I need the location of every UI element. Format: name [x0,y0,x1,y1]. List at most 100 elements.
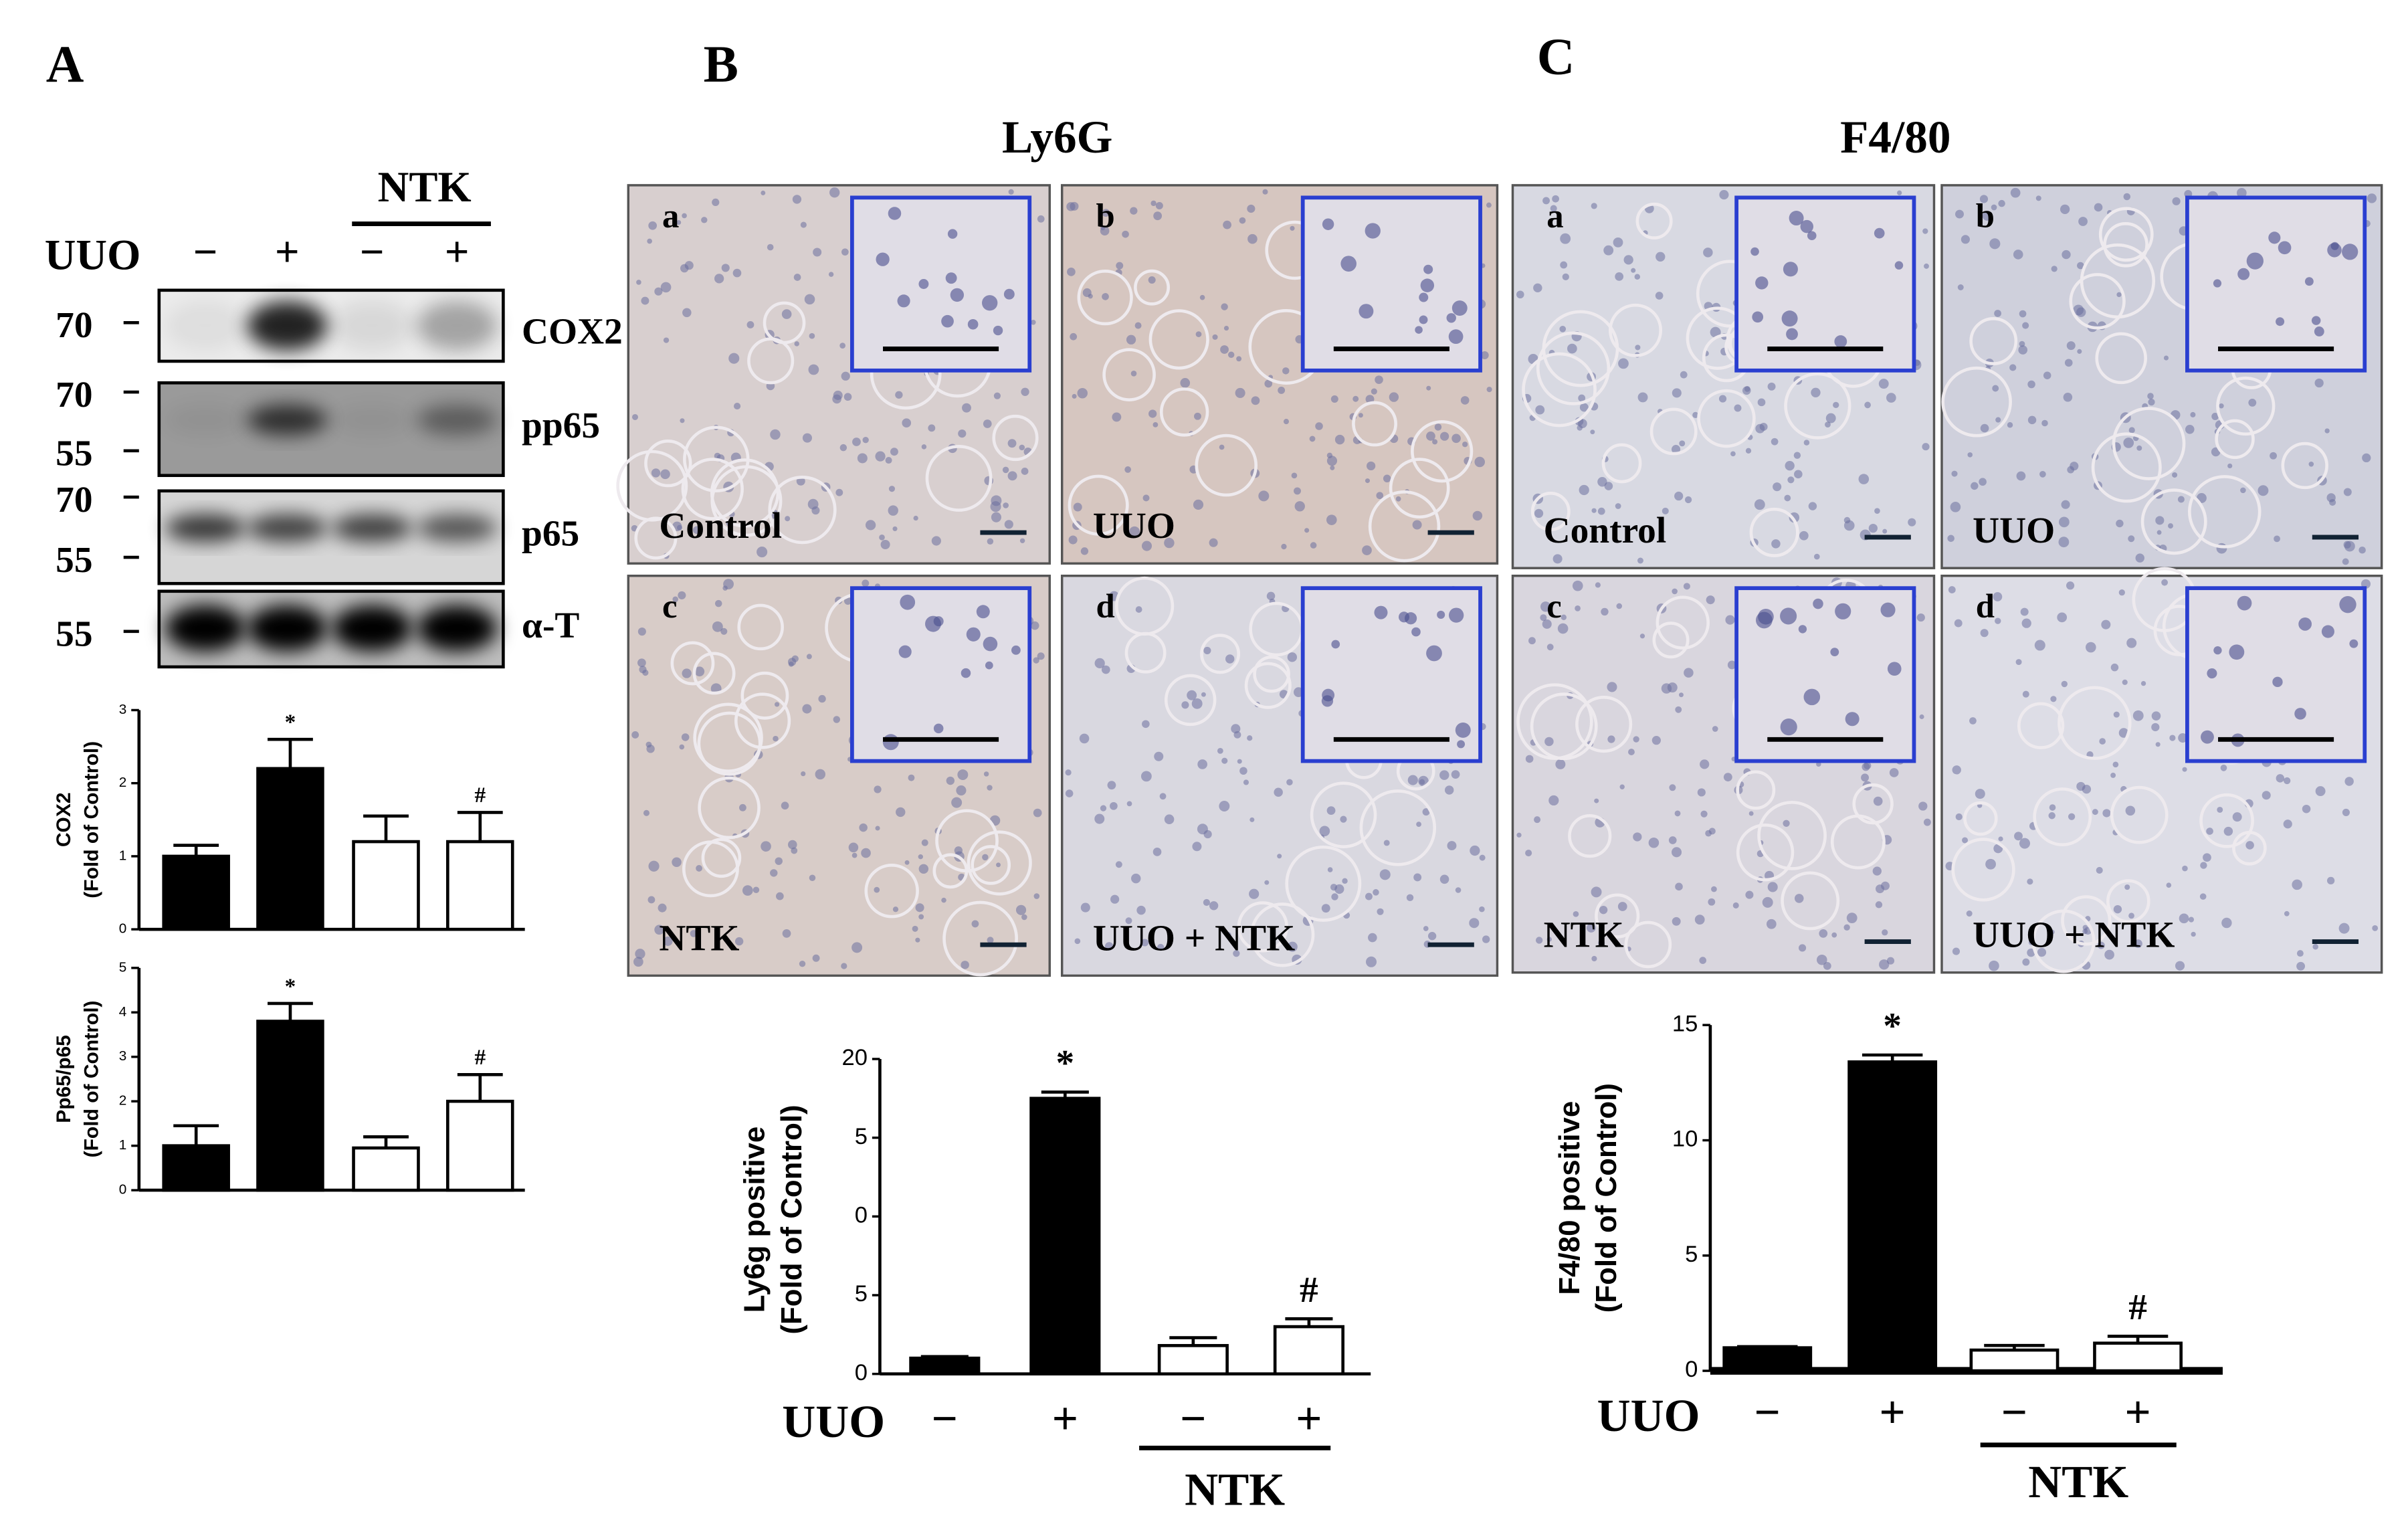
nucleus [1882,929,1888,936]
tubule [1359,789,1437,866]
tubule [1285,845,1362,922]
nucleus [982,854,989,861]
nucleus [1816,954,1827,965]
nucleus [2062,250,2071,260]
nucleus [1122,230,1129,238]
nucleus [1803,440,1810,446]
nucleus [1159,793,1167,800]
nucleus [991,495,1002,506]
nucleus [2185,425,2195,434]
tubule [1200,634,1241,674]
nucleus [799,960,806,967]
nucleus [1648,837,1660,848]
tubule [1624,921,1672,969]
nucleus [1922,228,1928,234]
tubule [1969,317,2018,365]
bar [1273,1325,1344,1376]
nucleus [1679,440,1686,447]
nucleus [742,885,753,896]
nucleus [761,190,766,195]
inset-nucleus [1874,227,1885,239]
nucleus [1281,543,1287,550]
nucleus [1995,417,2001,423]
inset-nucleus [925,615,941,632]
nucleus [1082,288,1092,297]
nucleus [1126,801,1132,807]
nucleus [1131,873,1141,884]
nucleus [1559,326,1567,332]
nucleus [957,769,969,781]
nucleus [1525,850,1532,857]
nucleus [1331,893,1338,900]
nucleus [1227,351,1235,359]
nucleus [1587,923,1596,933]
nucleus [1203,646,1211,655]
nucleus [1007,471,1017,481]
nucleus [636,280,641,285]
nucleus [1703,248,1713,258]
nucleus [1030,319,1036,325]
x-tick-label: + [1052,1392,1078,1444]
tubule [692,652,736,695]
nucleus [1432,439,1438,445]
nucleus [1732,902,1739,908]
nucleus [880,539,890,550]
nucleus [1080,547,1089,555]
nucleus [1878,379,1889,389]
nucleus [1008,189,1014,195]
inset-nucleus [947,229,958,239]
nucleus [1825,413,1836,423]
nucleus [1287,941,1298,952]
nucleus [1785,461,1795,471]
nucleus [714,452,721,460]
nucleus [1578,394,1586,402]
nucleus [2276,774,2285,783]
inset-nucleus [976,605,990,619]
nucleus [1152,422,1159,427]
inset-nucleus [961,668,971,678]
y-axis-label: (Fold of Control) [80,1001,102,1158]
nucleus [1700,759,1710,769]
nucleus [1694,915,1705,925]
x-tick-label: + [1296,1392,1322,1444]
nucleus [892,526,898,531]
nucleus [1239,767,1247,775]
nucleus [912,925,918,932]
nucleus [1212,334,1218,340]
nucleus [1203,830,1212,839]
tubule [967,830,1032,896]
nucleus [1534,816,1541,824]
bar [445,1099,514,1192]
nucleus [987,937,994,944]
nucleus [941,897,946,903]
nucleus [770,429,781,440]
nucleus [648,221,658,230]
x-tick-label: + [1879,1386,1905,1438]
nucleus [1065,769,1072,776]
nucleus [701,217,708,223]
nucleus [2148,398,2155,406]
nucleus [1766,919,1777,929]
nucleus [1125,917,1132,925]
nucleus [2019,838,2031,849]
nucleus [2169,735,2176,741]
nucleus [2182,767,2187,772]
nucleus [1286,779,1293,786]
nucleus [1861,773,1870,782]
nucleus [660,469,670,480]
tubule [1530,692,1598,761]
tubule [1368,490,1441,563]
nucleus [1148,409,1157,418]
nucleus [775,857,783,865]
nucleus [1548,795,1559,806]
nucleus [829,187,840,198]
nucleus [2274,535,2280,543]
nucleus [774,702,780,707]
inset-nucleus [2276,317,2285,326]
nucleus [1734,404,1742,412]
nucleus [835,488,843,496]
nucleus [1376,492,1384,500]
nucleus [888,486,896,492]
nucleus [1633,736,1639,743]
nucleus [2221,917,2232,929]
